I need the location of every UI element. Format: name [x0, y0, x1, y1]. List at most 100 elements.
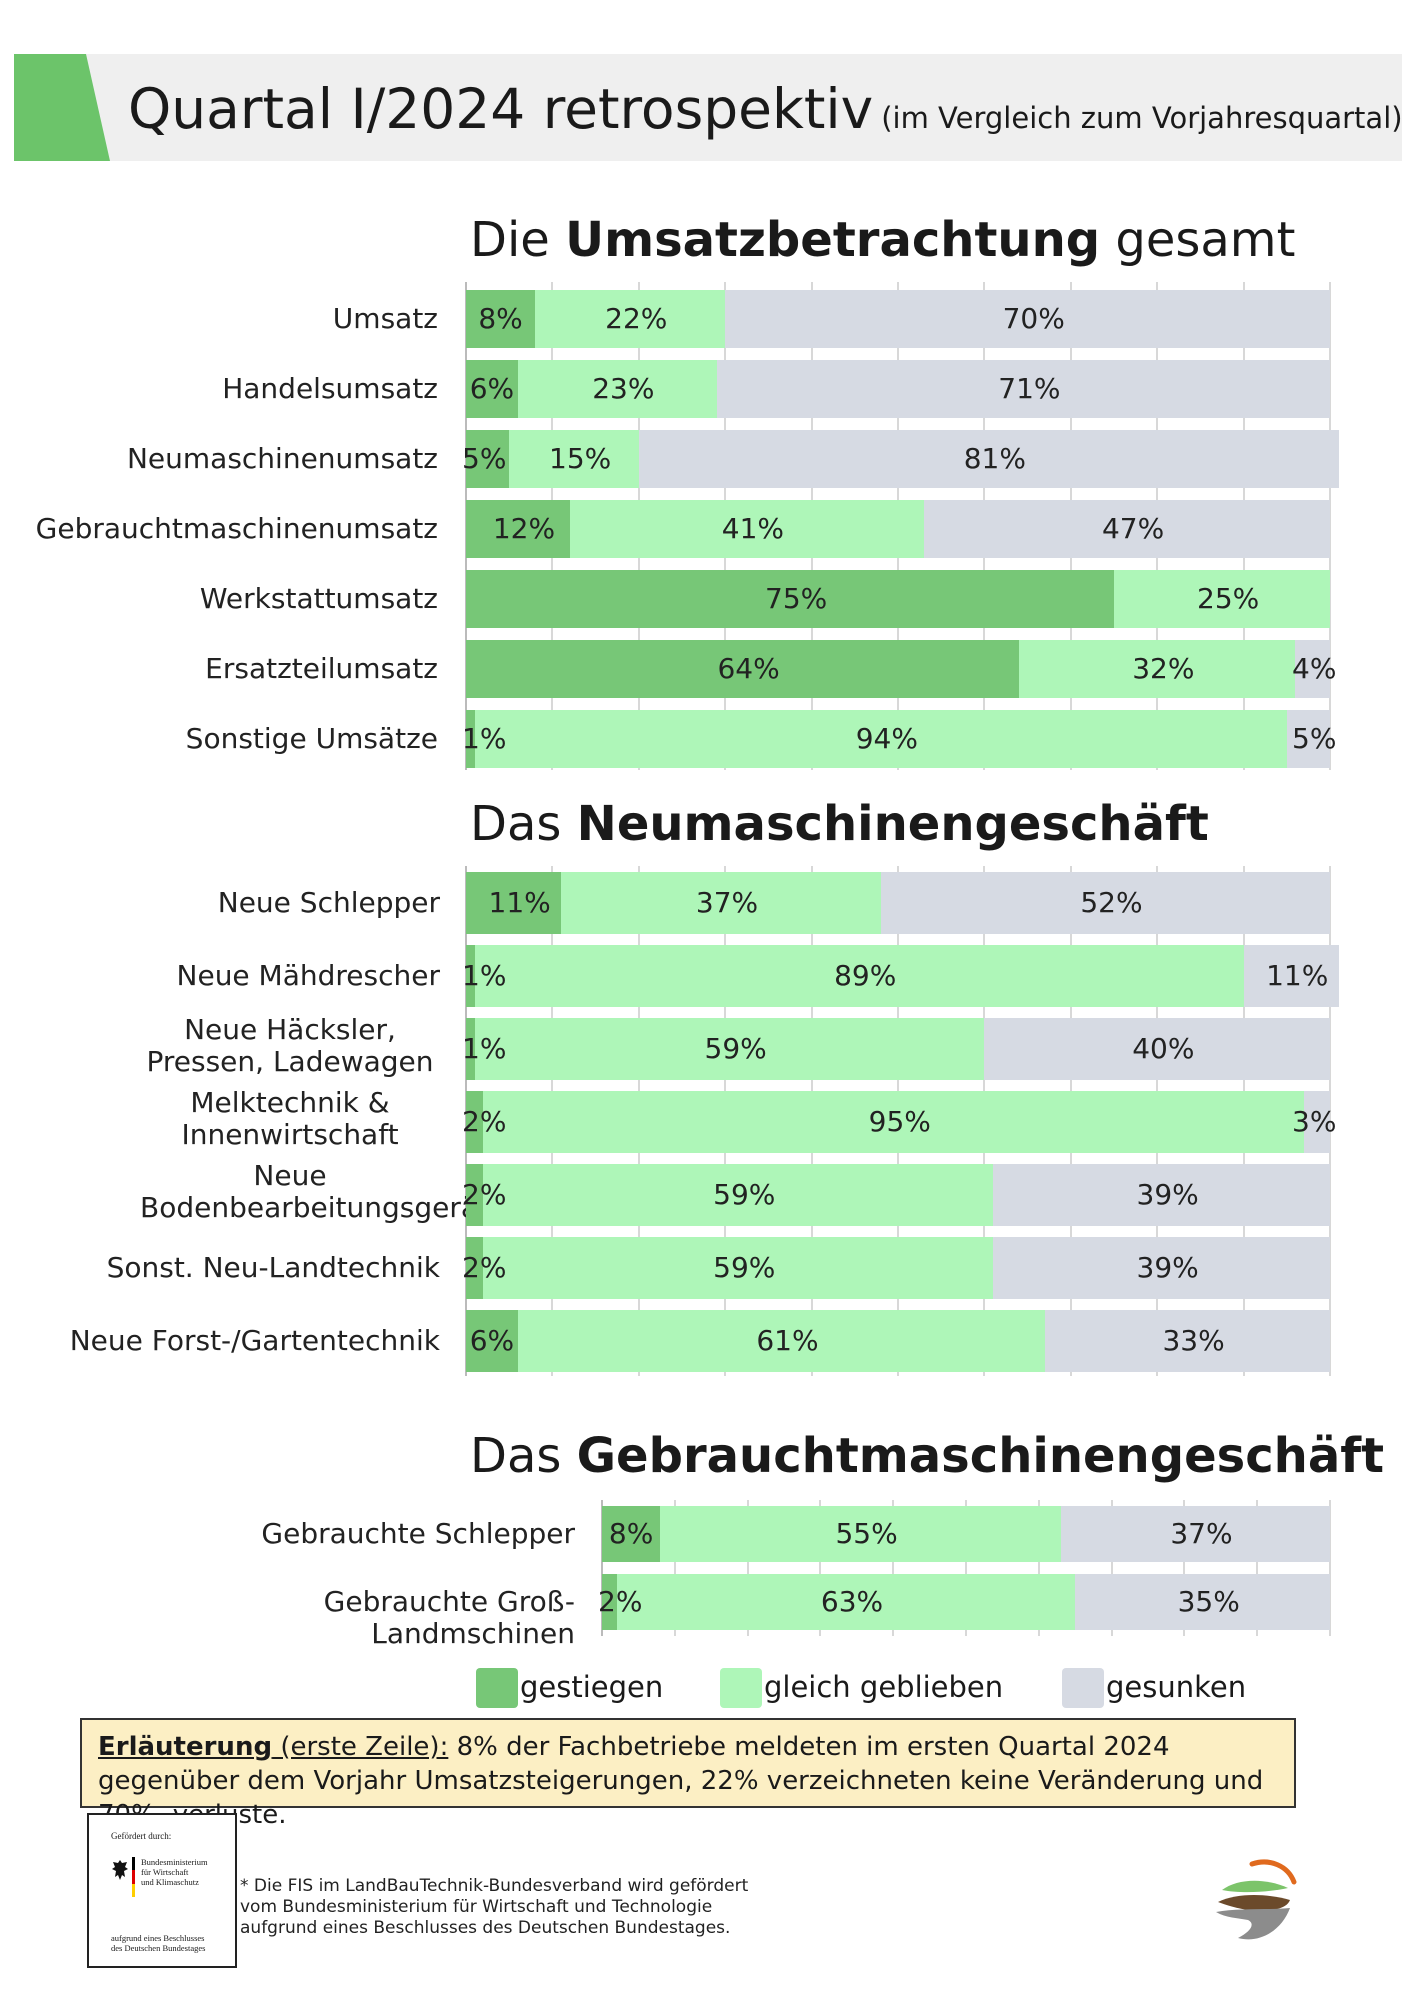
bar-segment-gesunken — [1286, 710, 1330, 768]
federal-eagle-icon — [112, 1860, 128, 1880]
chart-title-prefix: Das — [470, 796, 577, 852]
stacked-bar — [466, 945, 1339, 1007]
data-label: 59% — [713, 1251, 776, 1284]
data-label: 37% — [1170, 1517, 1233, 1550]
bar-segment-gesunken — [993, 1237, 1330, 1299]
category-label: Neue Bodenbearbeitungsgeräte — [140, 1159, 507, 1224]
data-label: 25% — [1197, 582, 1260, 615]
bar-segment-gesunken — [1044, 1310, 1330, 1372]
flag-stripe-red — [132, 1870, 135, 1884]
bar-segment-gleich — [535, 290, 726, 348]
bar-segment-gesunken — [993, 1164, 1330, 1226]
bar-segment-gleich — [1018, 640, 1296, 698]
grid-line — [965, 1500, 967, 1636]
category-label: Neue Mähdrescher — [176, 959, 440, 992]
chart-title-prefix: Das — [470, 1428, 577, 1484]
data-label: 3% — [1292, 1105, 1337, 1138]
funding-ministry-line: für Wirtschaft — [141, 1867, 189, 1877]
category-label: Neue Forst-/Gartentechnik — [69, 1324, 440, 1357]
bar-segment-gesunken — [725, 290, 1330, 348]
data-label: 1% — [462, 959, 507, 992]
legend-swatch-gleich — [720, 1668, 762, 1708]
footnote-line: vom Bundesministerium für Wirtschaft und… — [240, 1897, 713, 1917]
explanation-label-suffix: (erste Zeile): — [272, 1732, 449, 1762]
data-label: 39% — [1136, 1178, 1199, 1211]
stacked-bar — [466, 1237, 1330, 1299]
data-label: 5% — [462, 442, 507, 475]
data-label: 1% — [462, 722, 507, 755]
bar-segment-gleich — [517, 1310, 1045, 1372]
bar-segment-gestiegen — [466, 1164, 484, 1226]
category-label: Gebrauchtmaschinenumsatz — [35, 512, 438, 545]
data-label: 59% — [704, 1032, 767, 1065]
category-label: Sonstige Umsätze — [185, 722, 438, 755]
legend-label: gesunken — [1106, 1670, 1247, 1704]
bar-segment-gesunken — [1075, 1574, 1330, 1630]
stacked-bar — [466, 1164, 1330, 1226]
bar-segment-gestiegen — [602, 1574, 617, 1630]
data-label: 95% — [868, 1105, 931, 1138]
bar-segment-gesunken — [1060, 1506, 1330, 1562]
flag-stripe-gold — [132, 1883, 135, 1897]
german-flag-icon — [132, 1857, 135, 1897]
data-label: 6% — [469, 1324, 515, 1357]
category-label: Ersatzteilumsatz — [205, 652, 438, 685]
bar-segment-gleich — [483, 1237, 994, 1299]
bar-segment-gesunken — [1243, 945, 1339, 1007]
data-label: 64% — [717, 652, 780, 685]
data-label: 47% — [1101, 512, 1165, 545]
data-label: 55% — [835, 1517, 898, 1550]
bar-segment-gestiegen — [466, 290, 536, 348]
data-label: 23% — [592, 372, 655, 405]
bar-segment-gleich — [474, 945, 1244, 1007]
bar-segment-gesunken — [638, 430, 1339, 488]
category-label: Gebrauchte Groß-Landmschinen — [323, 1585, 575, 1650]
chart-title-sales: Die Umsatzbetrachtung gesamt — [470, 212, 1295, 268]
explanation-box: Erläuterung (erste Zeile): 8% der Fachbe… — [80, 1718, 1296, 1830]
data-label: 61% — [756, 1324, 819, 1357]
page-title: Quartal I/2024 retrospektiv (im Vergleich… — [128, 76, 1403, 151]
explanation-text: 8% der Fachbetriebe meldeten im ersten Q… — [98, 1732, 1264, 1830]
data-label: 70% — [1002, 302, 1065, 335]
bar-segment-gestiegen — [466, 945, 475, 1007]
bar-segment-gestiegen — [602, 1506, 661, 1562]
data-label: 11% — [488, 886, 551, 919]
bar-segment-gestiegen — [466, 1237, 484, 1299]
bar-segment-gestiegen — [466, 1091, 484, 1153]
landbautechnik-logo-icon — [1216, 1859, 1297, 1940]
bar-segment-gleich — [474, 710, 1287, 768]
bar-segment-gleich — [1114, 570, 1330, 628]
funding-ministry-line: Bundesministerium — [141, 1857, 208, 1867]
stacked-bar — [466, 1091, 1330, 1153]
funding-foot-line: des Deutschen Bundestages — [111, 1943, 206, 1953]
bar-segment-gleich — [569, 500, 924, 558]
bar-segment-gleich — [509, 430, 639, 488]
chart-title-bold: Umsatzbetrachtung — [565, 212, 1101, 268]
chart-title-prefix: Die — [470, 212, 566, 268]
chart-title-new-machines: Das Neumaschinengeschäft — [470, 796, 1209, 852]
bar-segment-gleich — [474, 1018, 985, 1080]
category-label: Umsatz — [332, 302, 438, 335]
category-label: Neumaschinenumsatz — [126, 442, 438, 475]
stacked-bar — [602, 1574, 1330, 1630]
grid-line — [746, 1500, 749, 1636]
data-label: 5% — [1292, 722, 1337, 755]
bar-segment-gleich — [483, 1091, 1305, 1153]
data-label: 59% — [713, 1178, 776, 1211]
explanation-label: Erläuterung — [98, 1732, 273, 1762]
data-label: 2% — [598, 1585, 643, 1618]
grid-line — [1329, 1500, 1331, 1636]
data-label: 52% — [1080, 886, 1143, 919]
data-label: 89% — [834, 959, 897, 992]
stacked-bar — [466, 360, 1330, 418]
data-label: 94% — [855, 722, 918, 755]
bar-segment-gestiegen — [466, 1310, 518, 1372]
funding-foot: aufgrund eines Beschlusses des Deutschen… — [111, 1933, 205, 1953]
category-label: Neue Schlepper — [217, 886, 440, 919]
stacked-bar — [466, 500, 1330, 558]
data-label: 6% — [469, 372, 515, 405]
category-label: Werkstattumsatz — [199, 582, 438, 615]
data-label: 4% — [1292, 652, 1337, 685]
data-label: 2% — [462, 1251, 507, 1284]
bar-segment-gesunken — [1295, 640, 1330, 698]
